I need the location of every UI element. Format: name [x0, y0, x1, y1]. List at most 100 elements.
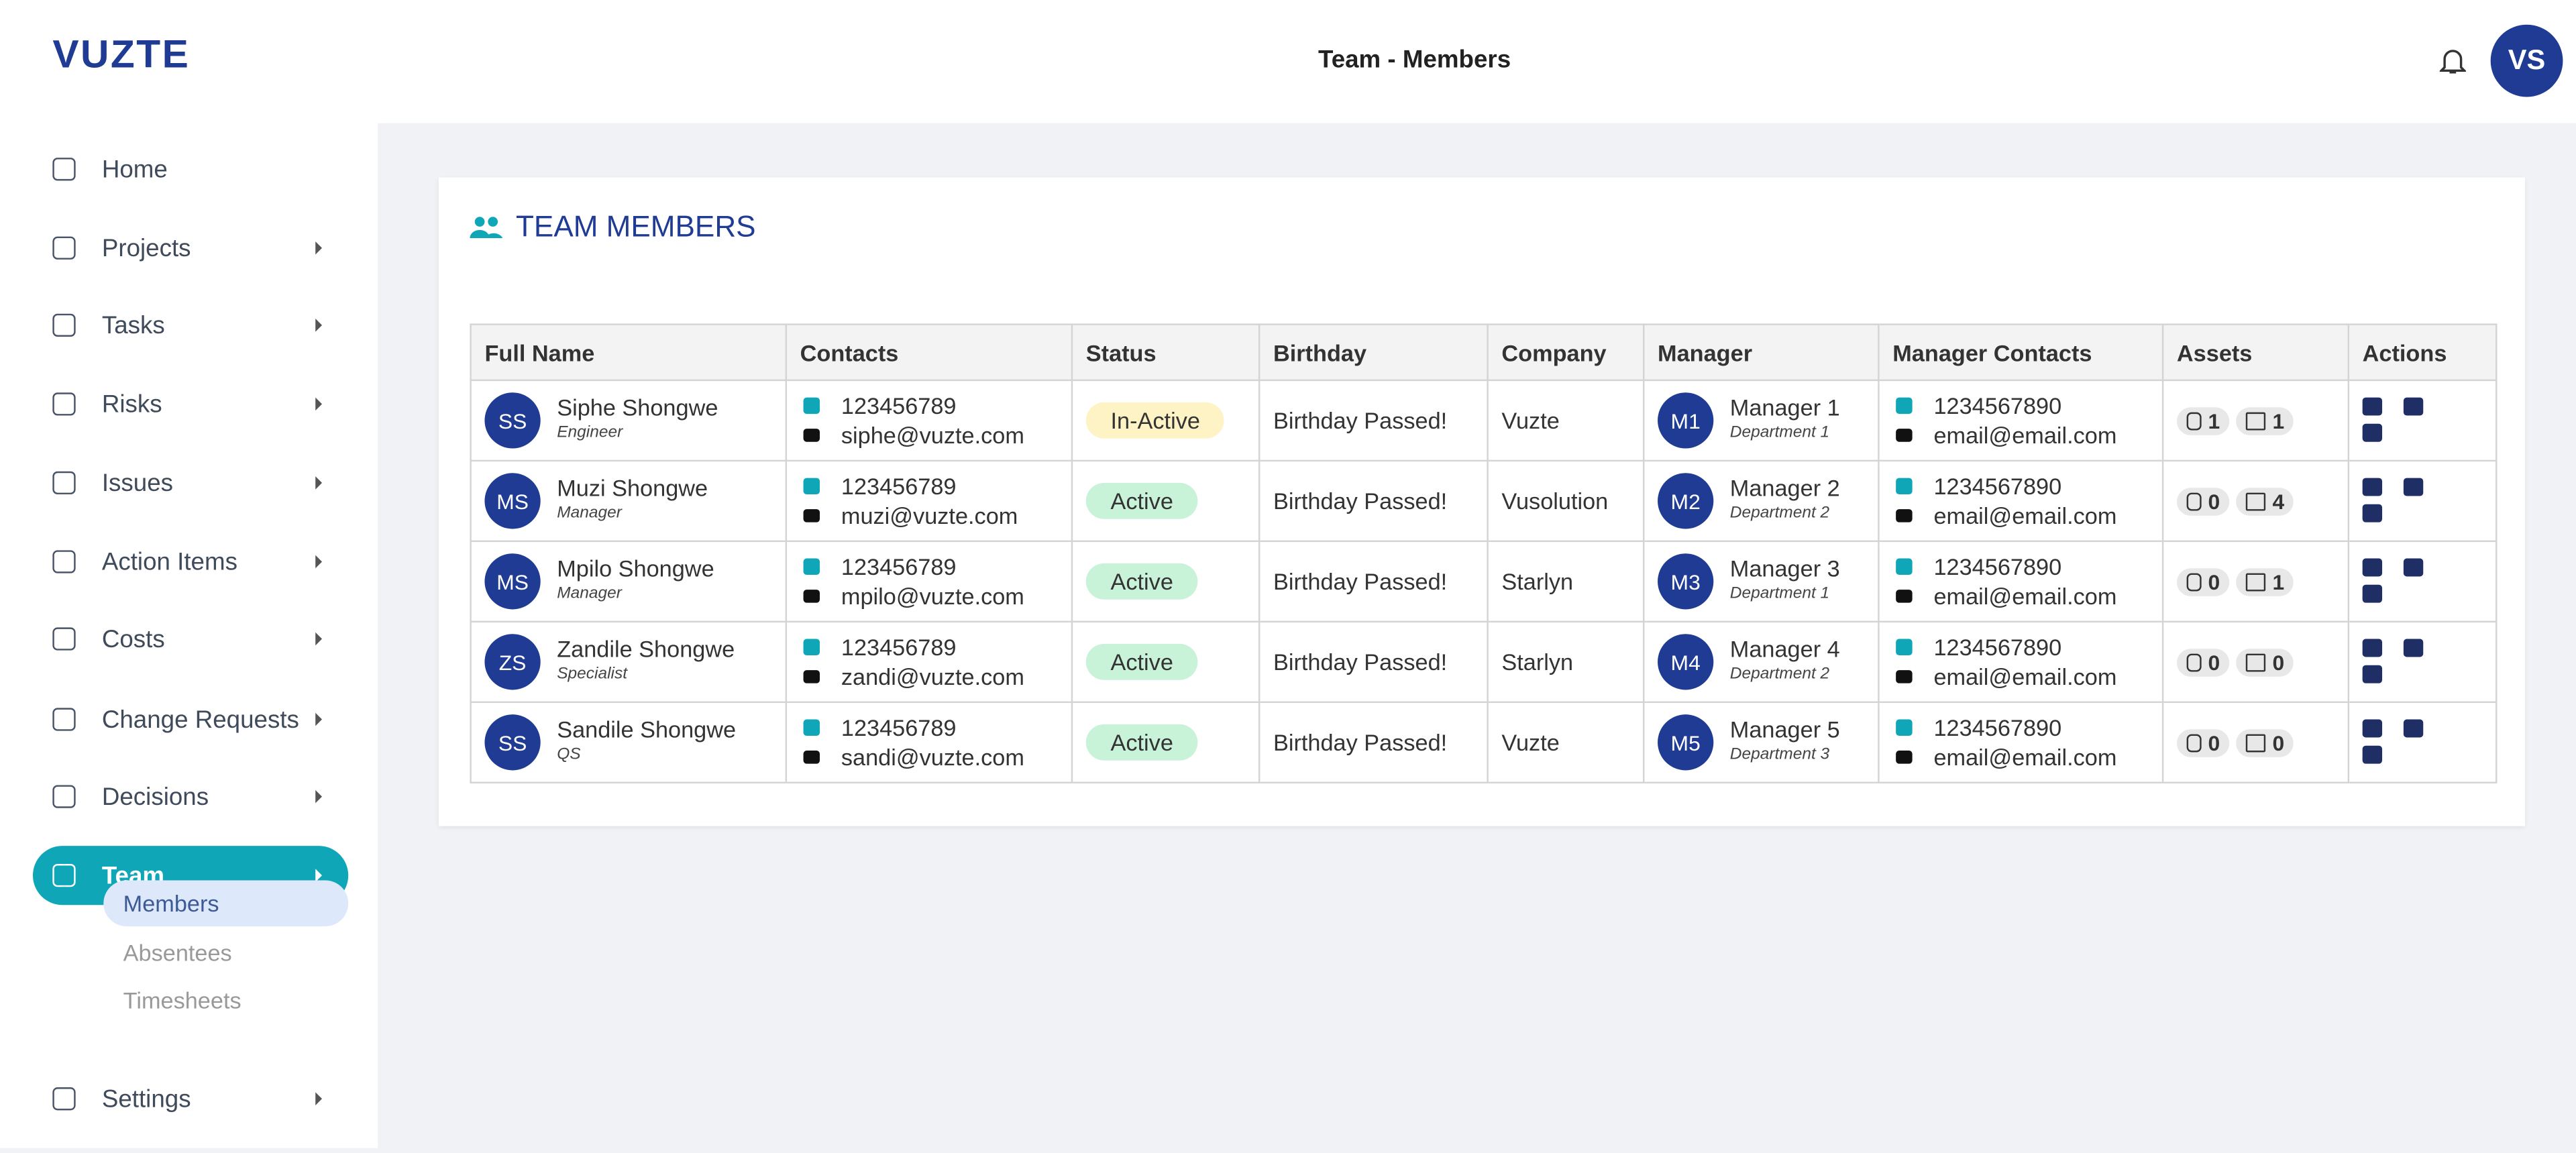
column-header: Full Name	[470, 323, 788, 382]
submenu-item[interactable]: Members	[103, 880, 349, 927]
phone-line: 123456789	[800, 713, 1058, 743]
header-row: Full Name Contacts Status Birthday Company Ma…	[470, 323, 2498, 382]
nav-item[interactable]: Projects	[33, 219, 348, 278]
nav-item[interactable]: Decisions	[33, 767, 348, 826]
comment-icon	[2246, 492, 2266, 510]
nav-icon	[52, 236, 76, 260]
user-avatar[interactable]: VS	[2490, 24, 2563, 97]
email-icon	[1896, 509, 1913, 523]
cell-name: MS Mpilo Shongwe Manager	[470, 540, 788, 623]
team-icon	[470, 217, 503, 239]
nav-label: Costs	[101, 624, 165, 653]
status-badge: In-Active	[1085, 402, 1225, 439]
cell-actions	[2347, 701, 2498, 784]
attachments-chip[interactable]: 1	[2176, 406, 2230, 435]
delete-button[interactable]	[2362, 665, 2383, 683]
cell-manager: M3 Manager 3 Department 1	[1642, 540, 1880, 623]
member-name: Zandile Shongwe Specialist	[557, 636, 735, 688]
edit-button[interactable]	[2403, 639, 2424, 657]
delete-button[interactable]	[2362, 745, 2383, 764]
delete-button[interactable]	[2362, 584, 2383, 603]
comments-chip[interactable]: 0	[2236, 648, 2294, 676]
sidebar: Home Projects Tasks Risks Issues Action Items…	[0, 123, 378, 1148]
cell-manager-contacts: 1234567890 email@email.com	[1878, 459, 2164, 543]
comments-chip[interactable]: 4	[2236, 487, 2294, 515]
submenu-item[interactable]: Timesheets	[123, 987, 241, 1013]
phone: 123456789	[841, 553, 957, 580]
nav-item[interactable]: Action Items	[33, 532, 348, 591]
nav-arrow	[315, 555, 323, 569]
edit-button[interactable]	[2403, 478, 2424, 496]
top-bar: VUZTE Team - Members VS	[0, 0, 2576, 123]
cell-name: MS Muzi Shongwe Manager	[470, 459, 788, 543]
nav-arrow	[315, 632, 323, 646]
cell-company: Vuzte	[1487, 701, 1645, 784]
avatar: M4	[1658, 634, 1714, 690]
cell-birthday: Birthday Passed!	[1258, 701, 1489, 784]
bell-icon[interactable]	[2439, 46, 2466, 76]
phone: 1234567890	[1933, 392, 2062, 419]
attachments-chip[interactable]: 0	[2176, 648, 2230, 676]
cell-birthday: Birthday Passed!	[1258, 540, 1489, 623]
nav-item[interactable]: Settings	[33, 1069, 348, 1128]
nav-item[interactable]: Costs	[33, 609, 348, 668]
name: Sandile Shongwe	[557, 716, 737, 743]
nav-item[interactable]: Change Requests	[33, 690, 348, 749]
cell-manager-contacts: 1234567890 email@email.com	[1878, 379, 2164, 462]
nav-arrow	[315, 319, 323, 332]
cell-name: SS Sandile Shongwe QS	[470, 701, 788, 784]
comment-icon	[2246, 653, 2266, 671]
nav-arrow	[315, 789, 323, 804]
attachments-chip[interactable]: 0	[2176, 567, 2230, 596]
avatar: M5	[1658, 714, 1714, 771]
phone-line: 123456789	[800, 633, 1058, 662]
attachments-count: 0	[2208, 488, 2220, 514]
comments-chip[interactable]: 1	[2236, 567, 2294, 596]
email-line: email@email.com	[1892, 582, 2149, 611]
nav-item[interactable]: Tasks	[33, 296, 348, 355]
email: muzi@vuzte.com	[841, 502, 1018, 529]
edit-button[interactable]	[2403, 719, 2424, 738]
email-icon	[1896, 751, 1913, 764]
open-button[interactable]	[2362, 558, 2383, 577]
edit-button[interactable]	[2403, 558, 2424, 577]
column-header: Actions	[2347, 323, 2498, 382]
attachments-chip[interactable]: 0	[2176, 487, 2230, 515]
brand[interactable]: VUZTE	[52, 32, 191, 78]
nav-item[interactable]: Risks	[33, 374, 348, 433]
phone-line: 1234567890	[1892, 713, 2149, 743]
email-icon	[803, 429, 820, 442]
open-button[interactable]	[2362, 719, 2383, 738]
clip-icon	[2186, 653, 2202, 671]
comments-chip[interactable]: 0	[2236, 728, 2294, 757]
cell-status: Active	[1071, 540, 1260, 623]
cell-actions	[2347, 620, 2498, 704]
open-button[interactable]	[2362, 639, 2383, 657]
comments-chip[interactable]: 1	[2236, 406, 2294, 435]
delete-button[interactable]	[2362, 504, 2383, 523]
cell-manager-contacts: 1234567890 email@email.com	[1878, 620, 2164, 704]
submenu-item[interactable]: Absentees	[123, 938, 232, 965]
edit-button[interactable]	[2403, 397, 2424, 416]
clip-icon	[2186, 492, 2202, 510]
name: Muzi Shongwe	[557, 474, 708, 501]
delete-button[interactable]	[2362, 423, 2383, 442]
column-header: Manager Contacts	[1878, 323, 2164, 382]
email: zandi@vuzte.com	[841, 663, 1024, 690]
manager-name: Manager 4 Department 2	[1730, 636, 1840, 688]
nav-item[interactable]: Home	[33, 140, 348, 199]
open-button[interactable]	[2362, 478, 2383, 496]
avatar: ZS	[484, 634, 541, 690]
cell-contacts: 123456789 mpilo@vuzte.com	[785, 540, 1073, 623]
clip-icon	[2186, 733, 2202, 752]
nav-item[interactable]: Issues	[33, 453, 348, 512]
role: QS	[557, 745, 581, 764]
attachments-chip[interactable]: 0	[2176, 728, 2230, 757]
status-badge: Active	[1085, 563, 1198, 600]
open-button[interactable]	[2362, 397, 2383, 416]
cell-birthday: Birthday Passed!	[1258, 379, 1489, 462]
cell-status: Active	[1071, 620, 1260, 704]
nav-label: Decisions	[101, 782, 209, 811]
